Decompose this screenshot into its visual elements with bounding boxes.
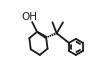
Polygon shape xyxy=(37,32,47,38)
Text: OH: OH xyxy=(21,12,37,22)
